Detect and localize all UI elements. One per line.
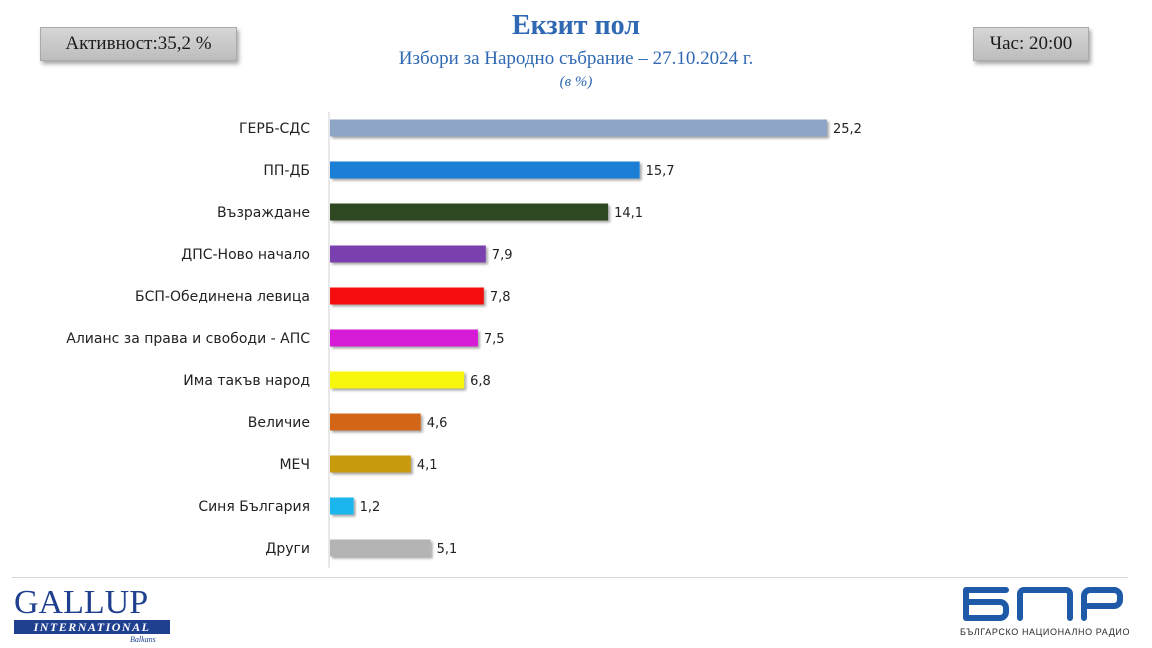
bar: [330, 371, 465, 389]
value-label: 4,1: [417, 458, 438, 473]
gallup-logo-main: GALLUP: [14, 584, 149, 621]
time-badge: Час: 20:00: [973, 27, 1089, 61]
value-label: 7,5: [484, 332, 505, 347]
category-label: Други: [265, 541, 310, 557]
bar: [330, 497, 354, 515]
bar: [330, 119, 827, 137]
value-label: 25,2: [833, 122, 862, 137]
category-label: ДПС-Ново начало: [181, 247, 310, 263]
value-label: 4,6: [427, 416, 448, 431]
value-label: 5,1: [437, 542, 458, 557]
bar-chart: ГЕРБ-СДС 25,2 ПП-ДБ 15,7 Възраждане 14,1 ДПС-Н…: [66, 112, 862, 568]
category-label: Възраждане: [217, 205, 310, 221]
bar: [330, 329, 478, 347]
footer-divider: [12, 577, 1128, 578]
category-label: Алианс за права и свободи - АПС: [66, 331, 310, 347]
bar: [330, 245, 486, 263]
category-label: Има такъв народ: [183, 373, 310, 389]
bar: [330, 413, 421, 431]
value-label: 7,9: [492, 248, 513, 263]
gallup-logo-bar: INTERNATIONAL: [14, 620, 170, 634]
category-label: Синя България: [198, 499, 310, 515]
turnout-badge: Активност:35,2 %: [40, 27, 237, 61]
value-label: 7,8: [490, 290, 511, 305]
category-label: МЕЧ: [279, 457, 310, 473]
bnr-logo-mark: [963, 587, 1123, 621]
turnout-label: Активност:35,2 %: [65, 33, 212, 54]
chart-subtitle: Избори за Народно събрание – 27.10.2024 …: [398, 48, 754, 69]
value-label: 15,7: [646, 164, 675, 179]
time-label: Час: 20:00: [989, 33, 1073, 54]
chart-unit: (в %): [559, 74, 593, 90]
gallup-logo-sub: Balkans: [130, 635, 156, 644]
value-label: 1,2: [360, 500, 381, 515]
bar: [330, 539, 431, 557]
category-label: БСП-Обединена левица: [135, 289, 310, 305]
value-label: 6,8: [470, 374, 491, 389]
bnr-logo: БЪЛГАРСКО НАЦИОНАЛНО РАДИО: [958, 584, 1131, 644]
value-label: 14,1: [614, 206, 643, 221]
bar: [330, 455, 411, 473]
chart-title: Екзит пол: [511, 10, 641, 41]
bnr-logo-text: БЪЛГАРСКО НАЦИОНАЛНО РАДИО: [960, 627, 1131, 637]
category-label: Величие: [248, 415, 310, 431]
category-label: ПП-ДБ: [263, 163, 310, 179]
bar: [330, 287, 484, 305]
gallup-logo: GALLUP INTERNATIONAL Balkans: [14, 586, 174, 646]
category-label: ГЕРБ-СДС: [239, 121, 310, 137]
bar: [330, 203, 609, 221]
bar: [330, 161, 640, 179]
